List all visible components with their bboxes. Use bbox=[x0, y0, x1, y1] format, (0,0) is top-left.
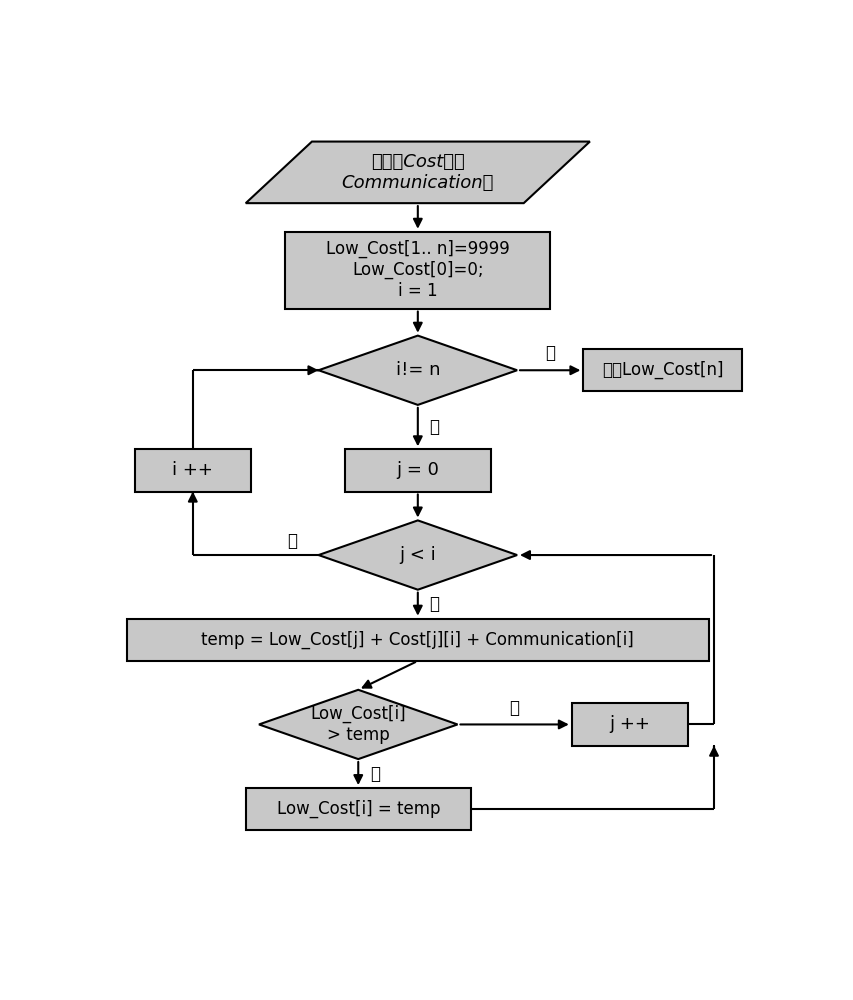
Polygon shape bbox=[246, 142, 589, 203]
Polygon shape bbox=[318, 520, 516, 590]
Text: i!= n: i!= n bbox=[395, 361, 439, 379]
Text: 否: 否 bbox=[544, 344, 554, 362]
Text: 初始化Cost表和
Communication表: 初始化Cost表和 Communication表 bbox=[341, 153, 493, 192]
FancyBboxPatch shape bbox=[126, 619, 708, 661]
Text: Low_Cost[i] = temp: Low_Cost[i] = temp bbox=[276, 800, 439, 818]
Text: temp = Low_Cost[j] + Cost[j][i] + Communication[i]: temp = Low_Cost[j] + Cost[j][i] + Commun… bbox=[201, 631, 634, 649]
Polygon shape bbox=[318, 336, 516, 405]
FancyBboxPatch shape bbox=[583, 349, 741, 391]
FancyBboxPatch shape bbox=[345, 449, 490, 492]
Text: j ++: j ++ bbox=[608, 715, 649, 733]
Text: Low_Cost[i]
> temp: Low_Cost[i] > temp bbox=[310, 705, 405, 744]
FancyBboxPatch shape bbox=[246, 788, 470, 830]
Polygon shape bbox=[258, 690, 457, 759]
FancyBboxPatch shape bbox=[135, 449, 251, 492]
Text: 是: 是 bbox=[369, 765, 380, 783]
FancyBboxPatch shape bbox=[285, 232, 549, 309]
Text: 返回Low_Cost[n]: 返回Low_Cost[n] bbox=[601, 361, 722, 379]
Text: j = 0: j = 0 bbox=[396, 461, 438, 479]
Text: 否: 否 bbox=[509, 699, 519, 717]
Text: 否: 否 bbox=[287, 532, 297, 550]
Text: 是: 是 bbox=[429, 595, 438, 613]
Text: i ++: i ++ bbox=[172, 461, 213, 479]
Text: j < i: j < i bbox=[399, 546, 436, 564]
Text: Low_Cost[1.. n]=9999
Low_Cost[0]=0;
i = 1: Low_Cost[1.. n]=9999 Low_Cost[0]=0; i = … bbox=[326, 240, 509, 300]
FancyBboxPatch shape bbox=[571, 703, 687, 746]
Text: 是: 是 bbox=[429, 418, 438, 436]
